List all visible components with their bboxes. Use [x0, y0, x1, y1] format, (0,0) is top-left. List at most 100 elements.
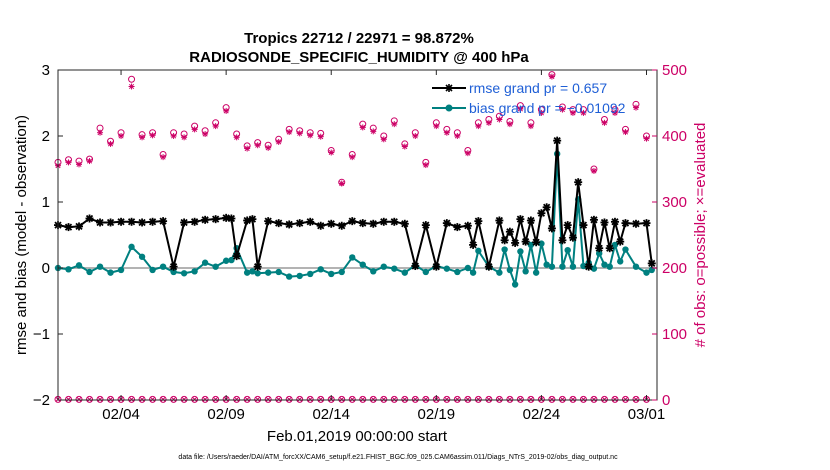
- bias-point: [149, 266, 156, 274]
- obs-zero-circle: [65, 395, 73, 403]
- rmse-point: [264, 217, 273, 226]
- x-tick-label: 02/14: [312, 406, 350, 423]
- obs-zero-circle: [495, 395, 503, 403]
- obs-zero-cross: [202, 396, 208, 402]
- obs-zero-cross: [601, 396, 608, 402]
- obs-zero-cross: [192, 396, 198, 402]
- star-stroke: [579, 221, 588, 229]
- asterisk-stroke: [391, 121, 397, 127]
- star-stroke: [564, 221, 572, 229]
- obs-zero-point: [632, 395, 640, 403]
- legend: rmse grand pr = 0.657 bias grand pr = −0…: [432, 80, 626, 116]
- star-stroke: [464, 222, 472, 230]
- bias-point: [370, 268, 377, 275]
- obs-evaluated-point: [559, 106, 566, 113]
- star-stroke: [64, 223, 73, 231]
- asterisk-stroke: [622, 129, 629, 135]
- rmse-point: [227, 214, 236, 223]
- obs-zero-cross: [97, 396, 103, 402]
- y-tick-label: 1: [42, 194, 50, 211]
- rmse-point: [211, 215, 220, 224]
- rmse-point: [348, 217, 357, 226]
- asterisk-stroke: [454, 133, 460, 139]
- asterisk-stroke: [297, 130, 303, 136]
- axis-ticks: −2 −1 0 1 2 3 0 100 200 300 400 500 02/04 02/09 02/14 0…: [33, 62, 687, 423]
- bias-point: [222, 257, 230, 264]
- rmse-point: [253, 262, 262, 271]
- obs-zero-point: [380, 395, 388, 403]
- bias-point: [128, 243, 135, 251]
- obs-zero-point: [170, 395, 178, 403]
- y-tick-label: −1: [33, 326, 50, 343]
- bias-point: [170, 268, 177, 276]
- obs-zero-circle: [453, 395, 461, 403]
- rmse-point: [138, 218, 147, 227]
- rmse-point: [358, 219, 367, 228]
- obs-zero-point: [138, 395, 146, 403]
- obs-zero-point: [590, 395, 598, 403]
- rmse-point: [469, 240, 478, 249]
- bias-point: [601, 261, 608, 268]
- obs-zero-circle: [96, 395, 104, 403]
- obs-zero-point: [348, 395, 356, 403]
- obs-evaluated-point: [412, 133, 419, 139]
- rmse-point: [337, 221, 346, 230]
- bias-point: [107, 269, 114, 276]
- star-stroke: [648, 259, 656, 268]
- asterisk-stroke: [213, 123, 219, 129]
- obs-zero-cross: [160, 396, 166, 402]
- obs-zero-point: [621, 395, 629, 403]
- obs-zero-point: [338, 395, 346, 403]
- star-stroke: [254, 263, 262, 271]
- rmse-point: [526, 216, 535, 225]
- bias-point: [285, 273, 293, 280]
- asterisk-stroke: [402, 144, 408, 150]
- obs-zero-circle: [621, 395, 629, 403]
- asterisk-stroke: [549, 74, 555, 80]
- obs-zero-cross: [244, 396, 250, 402]
- asterisk-stroke: [265, 145, 271, 151]
- obs-evaluated-point: [65, 159, 72, 166]
- star-stroke: [590, 216, 598, 224]
- star-stroke: [411, 262, 419, 270]
- series-rmse: [54, 136, 656, 271]
- obs-evaluated-point: [506, 121, 513, 128]
- star-stroke: [75, 222, 83, 231]
- obs-zero-point: [233, 395, 241, 403]
- obs-zero-cross: [559, 396, 565, 402]
- x-tick-label: 02/24: [523, 406, 561, 423]
- star-stroke: [642, 219, 651, 227]
- bias-point: [454, 268, 461, 276]
- obs-zero-cross: [318, 396, 324, 402]
- star-stroke: [285, 220, 293, 229]
- obs-evaluated-point: [328, 149, 335, 156]
- bias-point: [611, 241, 619, 249]
- star-stroke: [516, 215, 525, 223]
- obs-zero-cross: [339, 396, 345, 402]
- rmse-point: [542, 203, 551, 212]
- bias-point: [622, 246, 629, 253]
- asterisk-stroke: [412, 133, 418, 139]
- star-stroke: [380, 218, 388, 226]
- asterisk-stroke: [349, 154, 355, 160]
- rmse-point: [148, 217, 157, 226]
- obs-zero-cross: [633, 396, 639, 402]
- bias-point: [569, 263, 577, 270]
- star-stroke: [621, 219, 630, 227]
- obs-zero-cross: [612, 396, 618, 402]
- rmse-point: [505, 227, 514, 236]
- asterisk-stroke: [360, 124, 366, 130]
- obs-evaluated-point: [286, 129, 293, 136]
- star-stroke: [211, 215, 220, 223]
- obs-zero-cross: [391, 396, 397, 402]
- bias-point: [117, 266, 125, 274]
- obs-zero-point: [401, 395, 409, 403]
- star-stroke: [632, 220, 640, 228]
- bias-point: [180, 270, 188, 277]
- series-obs-possible: [54, 71, 650, 186]
- star-stroke: [306, 218, 314, 226]
- star-stroke: [616, 237, 624, 246]
- star-stroke: [369, 220, 377, 228]
- obs-zero-cross: [171, 396, 177, 402]
- obs-evaluated-point: [496, 116, 503, 123]
